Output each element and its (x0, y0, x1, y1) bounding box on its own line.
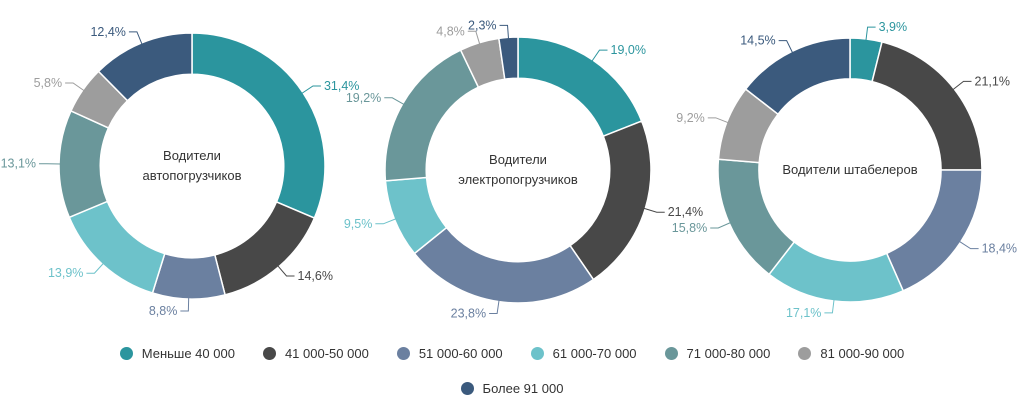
data-label-more-91000: 2,3% (468, 18, 497, 32)
leader-line (865, 26, 876, 42)
leader-line (180, 296, 190, 312)
slice-41000-50000 (569, 120, 652, 281)
slice-more-91000 (97, 32, 193, 102)
leader-line (86, 262, 105, 274)
donut-chart-3: 3,9% 21,1% 18,4% 17,1% 15,8% 9,2% 14,5% Водител… (672, 20, 1017, 320)
data-label-less-40000: 19,0% (611, 43, 646, 57)
legend-swatch (664, 346, 678, 360)
slice-71000-80000 (384, 49, 480, 182)
leader-line (384, 97, 405, 106)
leader-line (499, 24, 510, 40)
legend-label: 71 000-80 000 (686, 345, 771, 361)
leader-line (710, 221, 732, 229)
slice-61000-70000 (768, 240, 905, 303)
legend-label: Более 91 000 (482, 380, 564, 396)
legend-label: 51 000-60 000 (418, 345, 503, 361)
legend: Меньше 40 000 41 000-50 000 51 000-60 00… (0, 338, 1024, 408)
data-label-81000-90000: 9,2% (676, 111, 705, 125)
data-label-less-40000: 31,4% (324, 79, 359, 93)
leader-line (277, 265, 295, 277)
legend-swatch (262, 346, 276, 360)
data-label-61000-70000: 17,1% (786, 306, 821, 320)
donut-chart-1: 31,4% 14,6% 8,8% 13,9% 13,1% 5,8% 12,4% Водител… (1, 25, 360, 318)
legend-item-61000-70000: 61 000-70 000 (530, 345, 637, 361)
legend-swatch (798, 346, 812, 360)
legend-item-71000-80000: 71 000-80 000 (664, 345, 771, 361)
data-label-71000-80000: 13,1% (1, 157, 36, 171)
legend-label: 81 000-90 000 (820, 345, 905, 361)
legend-label: 61 000-70 000 (552, 345, 637, 361)
slice-less-40000 (191, 32, 326, 220)
slice-61000-70000 (68, 200, 166, 294)
data-label-41000-50000: 21,1% (975, 74, 1010, 88)
slice-more-91000 (497, 36, 519, 81)
legend-item-81000-90000: 81 000-90 000 (798, 346, 904, 361)
legend-label: Меньше 40 000 (141, 345, 235, 361)
slice-more-91000 (744, 37, 851, 116)
leader-line (591, 49, 608, 62)
center-label: Водители (489, 152, 547, 167)
leader-line (643, 207, 665, 213)
data-label-81000-90000: 4,8% (436, 24, 465, 38)
leader-line (707, 117, 730, 124)
legend-label: 41 000-50 000 (284, 345, 369, 361)
data-label-61000-70000: 13,9% (48, 266, 83, 280)
data-label-71000-80000: 19,2% (346, 91, 381, 105)
legend-item-41000-50000: 41 000-50 000 (262, 345, 369, 361)
data-label-81000-90000: 5,8% (34, 76, 63, 90)
data-label-41000-50000: 21,4% (668, 205, 703, 219)
data-label-51000-60000: 18,4% (982, 242, 1017, 256)
donut-chart-2: 19,0% 21,4% 23,8% 9,5% 19,2% 4,8% 2,3% Водители… (344, 18, 703, 320)
legend-swatch (119, 346, 133, 360)
center-label: автопогрузчиков (142, 168, 241, 183)
slice-51000-60000 (885, 169, 983, 292)
data-label-less-40000: 3,9% (879, 20, 908, 34)
data-label-41000-50000: 14,6% (298, 269, 333, 283)
legend-item-51000-60000: 51 000-60 000 (396, 345, 503, 361)
leader-line (958, 240, 979, 250)
leader-line (375, 218, 397, 225)
leader-line (128, 31, 143, 46)
slice-51000-60000 (413, 226, 595, 304)
legend-swatch (396, 346, 410, 360)
legend-item-more-91000: Более 91 000 (460, 380, 564, 396)
leader-line (65, 82, 85, 92)
data-label-51000-60000: 23,8% (451, 306, 486, 320)
leader-line (300, 85, 321, 95)
data-label-51000-60000: 8,8% (149, 304, 178, 318)
slice-71000-80000 (58, 109, 110, 219)
leader-line (778, 40, 794, 54)
legend-row: Более 91 000 (0, 375, 1024, 401)
data-label-71000-80000: 15,8% (672, 221, 707, 235)
donut-charts: 31,4% 14,6% 8,8% 13,9% 13,1% 5,8% 12,4% Водител… (1, 18, 1017, 320)
center-label: Водители штабелеров (782, 162, 917, 177)
slice-41000-50000 (871, 41, 983, 171)
data-label-more-91000: 12,4% (90, 25, 125, 39)
leader-line (952, 80, 972, 91)
legend-item-less-40000: Меньше 40 000 (119, 345, 235, 361)
leader-line (824, 298, 835, 314)
legend-swatch (460, 381, 474, 395)
leader-line (467, 30, 481, 45)
data-label-more-91000: 14,5% (740, 34, 775, 48)
legend-swatch (530, 346, 544, 360)
center-label: электропогрузчиков (458, 172, 578, 187)
leader-line (489, 299, 500, 314)
legend-row: Меньше 40 000 41 000-50 000 51 000-60 00… (0, 340, 1024, 366)
data-label-61000-70000: 9,5% (344, 217, 373, 231)
center-label: Водители (163, 148, 221, 163)
